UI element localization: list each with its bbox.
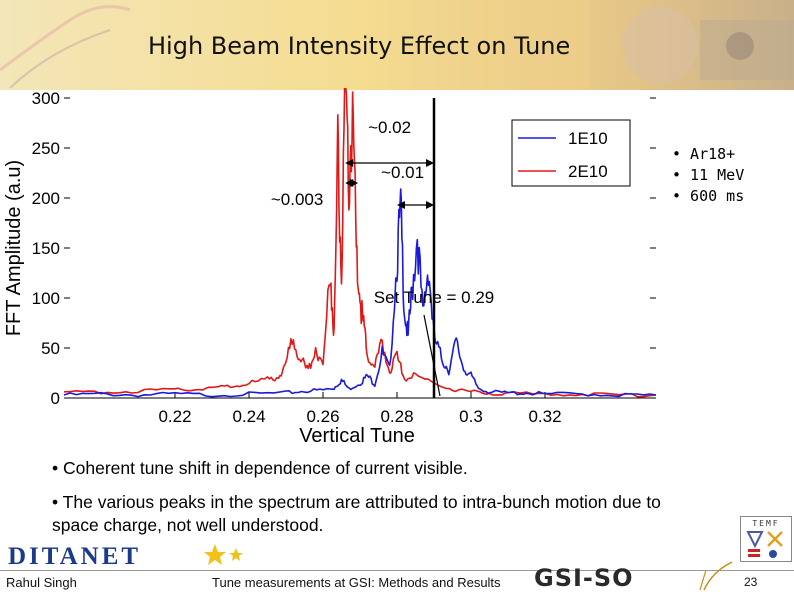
- gsi-logo-text: GSI-SO: [534, 564, 634, 592]
- temf-logo-text: TEMF: [752, 519, 779, 528]
- series-lines: [63, 88, 657, 398]
- y-tick-label-200: 200: [32, 189, 60, 208]
- series-line-1E10: [63, 188, 657, 398]
- bullet-peaks: • The various peaks in the spectrum are …: [52, 492, 661, 535]
- y-tick-labels: 0 50 100 150 200 250 300: [32, 89, 60, 408]
- temf-logo: TEMF: [740, 516, 792, 562]
- annotation-3: Set Tune = 0.29: [374, 288, 495, 307]
- y-tick-label-50: 50: [41, 339, 60, 358]
- legend-label-2E10: 2E10: [568, 162, 608, 181]
- footer-author: Rahul Singh: [6, 575, 77, 590]
- y-tick-label-150: 150: [32, 239, 60, 258]
- slide-title: High Beam Intensity Effect on Tune: [148, 32, 571, 60]
- gsi-logo: GSI-SO: [534, 561, 733, 592]
- y-tick-label-100: 100: [32, 289, 60, 308]
- annotation-1: ~0.01: [381, 163, 424, 182]
- annotations: ~0.02 ~0.01 ~0.003 Set Tune = 0.29: [271, 118, 495, 397]
- x-tick-label-0.22: 0.22: [158, 407, 191, 426]
- bullet-coherent-shift: • Coherent tune shift in dependence of c…: [52, 458, 468, 478]
- legend: 1E10 2E10: [511, 119, 631, 187]
- note-time: • 600 ms: [672, 187, 745, 205]
- shift-arrows: [345, 159, 434, 209]
- axis-ticks: [64, 97, 656, 399]
- set-tune-pointer: [423, 314, 441, 397]
- x-tick-label-0.26: 0.26: [306, 407, 339, 426]
- y-tick-label-300: 300: [32, 89, 60, 108]
- arrow-head-right-~0.02: [426, 159, 434, 167]
- ditanet-logo-text: DITANET: [8, 543, 141, 570]
- ditanet-logo: DITANET: [0, 542, 250, 570]
- x-tick-label-0.32: 0.32: [528, 407, 561, 426]
- y-tick-label-250: 250: [32, 139, 60, 158]
- note-ion: • Ar18+: [672, 145, 736, 163]
- header-banner: [0, 0, 794, 90]
- x-tick-label-0.24: 0.24: [232, 407, 265, 426]
- arrow-head-left-~0.02: [345, 159, 354, 167]
- series-line-2E10: [63, 88, 657, 398]
- footer-talk-title: Tune measurements at GSI: Methods and Re…: [212, 575, 501, 590]
- legend-label-1E10: 1E10: [568, 129, 608, 148]
- y-tick-label-0: 0: [51, 389, 60, 408]
- x-tick-label-0.28: 0.28: [380, 407, 413, 426]
- beam-parameters: • Ar18+ • 11 MeV • 600 ms: [672, 144, 744, 207]
- page-number: 23: [744, 575, 758, 589]
- note-energy: • 11 MeV: [672, 166, 745, 184]
- x-tick-labels: 0.22 0.24 0.26 0.28 0.3 0.32: [158, 407, 561, 426]
- footer-divider: [0, 570, 794, 571]
- arrow-head-left-~0.01: [397, 201, 405, 209]
- y-axis-label: FFT Amplitude (a.u): [3, 160, 25, 336]
- annotation-0: ~0.02: [368, 118, 411, 137]
- x-tick-label-0.3: 0.3: [459, 407, 483, 426]
- annotation-2: ~0.003: [271, 190, 323, 209]
- arrow-head-right-~0.01: [426, 201, 434, 209]
- x-axis-label: Vertical Tune: [299, 425, 415, 447]
- arrow-head-right-~0.003: [350, 179, 359, 187]
